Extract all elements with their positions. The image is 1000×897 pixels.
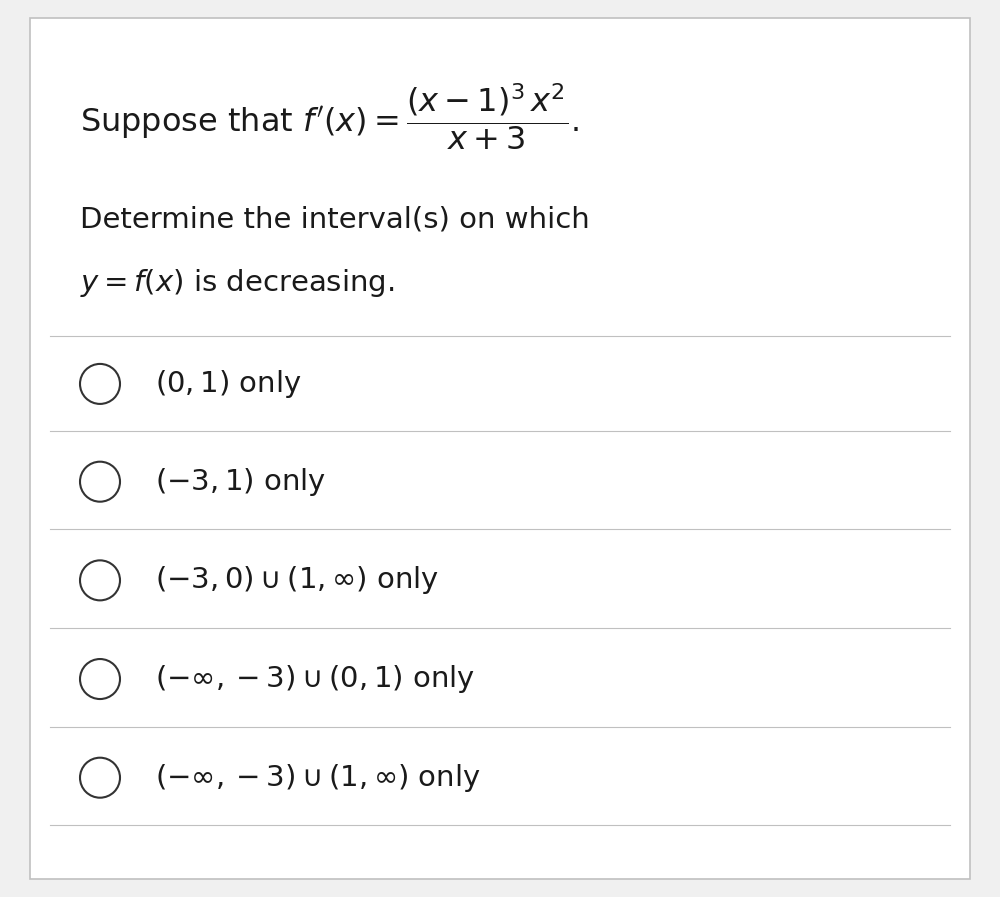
Text: $(-3, 1)$ only: $(-3, 1)$ only [155, 466, 326, 498]
Text: $(0, 1)$ only: $(0, 1)$ only [155, 368, 302, 400]
Text: Suppose that $f'(x) = \dfrac{(x-1)^3\,x^2}{x+3}.$: Suppose that $f'(x) = \dfrac{(x-1)^3\,x^… [80, 82, 579, 152]
Text: $y = f(x)$ is decreasing.: $y = f(x)$ is decreasing. [80, 266, 394, 299]
Text: $(-\infty, -3) \cup (1, \infty)$ only: $(-\infty, -3) \cup (1, \infty)$ only [155, 762, 481, 794]
Text: $(-\infty, -3) \cup (0, 1)$ only: $(-\infty, -3) \cup (0, 1)$ only [155, 663, 475, 695]
Text: $(-3, 0) \cup (1, \infty)$ only: $(-3, 0) \cup (1, \infty)$ only [155, 564, 439, 597]
Text: Determine the interval(s) on which: Determine the interval(s) on which [80, 205, 590, 234]
